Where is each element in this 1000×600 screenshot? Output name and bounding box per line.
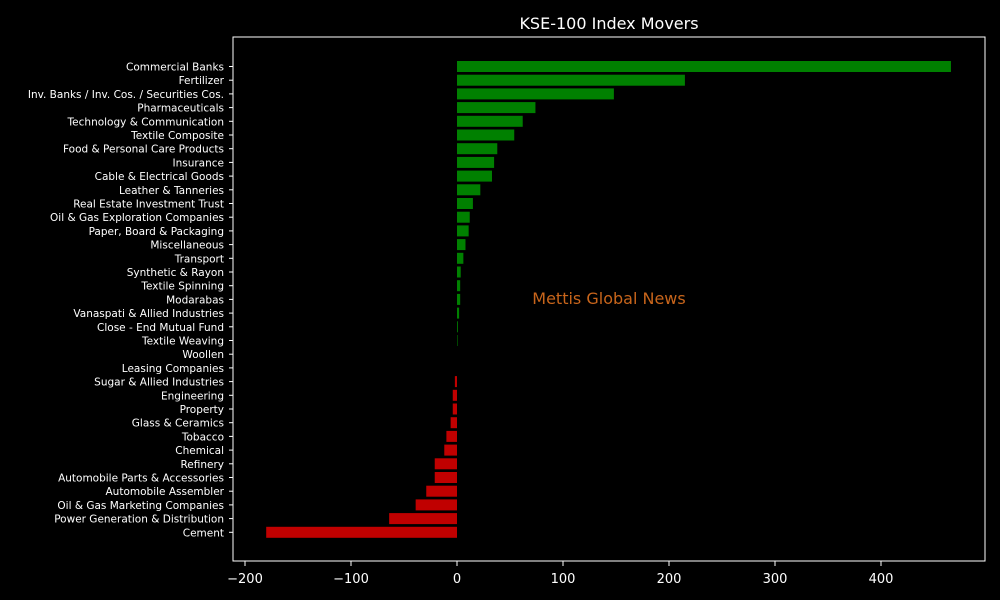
- category-label: Automobile Parts & Accessories: [58, 473, 224, 485]
- category-label: Technology & Communication: [67, 116, 224, 128]
- bar: [457, 156, 495, 168]
- category-label: Chemical: [175, 445, 224, 457]
- category-label: Textile Composite: [130, 130, 224, 142]
- bar: [457, 211, 470, 223]
- bar: [457, 184, 481, 196]
- category-label: Property: [180, 404, 224, 416]
- bar: [457, 102, 536, 114]
- x-axis: −200 −100 0 100 200 300 400: [227, 561, 893, 587]
- bar: [444, 444, 457, 456]
- x-tick-label: 100: [551, 572, 576, 587]
- category-label: Paper, Board & Packaging: [89, 226, 224, 238]
- bar: [457, 280, 461, 292]
- category-label: Pharmaceuticals: [137, 103, 224, 115]
- category-label: Textile Weaving: [141, 336, 224, 348]
- category-label: Textile Spinning: [140, 281, 224, 293]
- bar: [457, 321, 458, 333]
- bar: [457, 252, 464, 264]
- bar: [457, 115, 523, 127]
- x-tick-label: −200: [227, 572, 263, 587]
- category-label: Leather & Tanneries: [119, 185, 224, 197]
- category-label: Cement: [183, 527, 224, 539]
- bar: [457, 129, 515, 141]
- category-label: Inv. Banks / Inv. Cos. / Securities Cos.: [28, 89, 224, 101]
- bar: [457, 88, 614, 100]
- category-label: Vanaspati & Allied Industries: [73, 308, 224, 320]
- bar: [457, 198, 473, 209]
- category-label: Oil & Gas Marketing Companies: [57, 500, 224, 512]
- bar: [452, 389, 457, 401]
- x-tick-label: −100: [333, 572, 369, 587]
- chart-title: KSE-100 Index Movers: [519, 14, 698, 33]
- category-label: Modarabas: [166, 294, 224, 306]
- watermark-text: Mettis Global News: [532, 289, 685, 308]
- category-label: Food & Personal Care Products: [63, 144, 224, 156]
- category-label: Fertilizer: [179, 75, 225, 87]
- bar: [434, 458, 457, 470]
- bar: [454, 376, 457, 388]
- category-label: Real Estate Investment Trust: [73, 199, 224, 211]
- category-label: Sugar & Allied Industries: [94, 377, 224, 389]
- category-label: Woollen: [182, 349, 224, 361]
- category-label: Power Generation & Distribution: [54, 514, 224, 526]
- bar: [457, 61, 951, 72]
- bar: [457, 170, 492, 182]
- category-label: Automobile Assembler: [106, 486, 225, 498]
- x-tick-label: 300: [763, 572, 788, 587]
- category-label: Synthetic & Rayon: [127, 267, 224, 279]
- category-label: Leasing Companies: [122, 363, 224, 375]
- x-tick-label: 200: [657, 572, 682, 587]
- bar: [434, 472, 457, 483]
- bar: [446, 430, 457, 442]
- category-label: Refinery: [180, 459, 224, 471]
- bar: [457, 225, 469, 237]
- x-tick-label: 0: [453, 572, 461, 587]
- category-label: Insurance: [172, 157, 224, 169]
- category-label: Tobacco: [181, 431, 224, 443]
- category-label: Commercial Banks: [126, 62, 224, 74]
- bar: [457, 239, 466, 251]
- category-label: Glass & Ceramics: [132, 418, 224, 430]
- bar: [457, 74, 685, 86]
- bar: [450, 417, 457, 429]
- bar: [457, 307, 460, 319]
- category-label: Oil & Gas Exploration Companies: [50, 212, 224, 224]
- bar: [457, 293, 461, 305]
- bar: [457, 335, 458, 346]
- bar: [426, 485, 457, 497]
- bar: [457, 143, 498, 155]
- category-label: Transport: [174, 253, 224, 265]
- bar: [266, 526, 457, 538]
- category-label: Close - End Mutual Fund: [97, 322, 224, 334]
- bar: [457, 266, 461, 278]
- category-label: Miscellaneous: [150, 240, 224, 252]
- bar: [452, 403, 457, 415]
- category-label: Cable & Electrical Goods: [95, 171, 224, 183]
- bar-group: [266, 61, 951, 538]
- x-tick-label: 400: [869, 572, 894, 587]
- bar: [415, 499, 457, 511]
- category-label: Engineering: [161, 390, 224, 402]
- bar: [389, 513, 457, 525]
